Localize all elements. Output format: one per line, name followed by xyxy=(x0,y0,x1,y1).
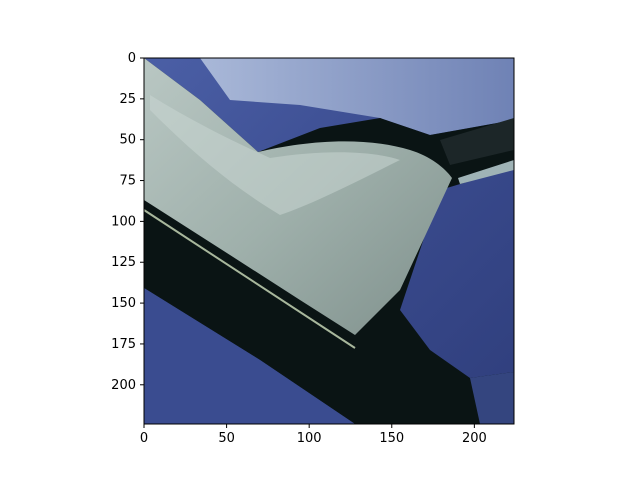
y-tick-label: 25 xyxy=(119,92,136,107)
x-tick-label: 150 xyxy=(379,431,404,446)
y-tick-label: 125 xyxy=(111,255,136,270)
y-tick-label: 75 xyxy=(119,174,136,189)
x-tick-label: 0 xyxy=(140,431,148,446)
edge-highlight-line xyxy=(144,209,356,349)
y-tick-label: 150 xyxy=(111,296,136,311)
x-axis: 0 50 100 150 200 xyxy=(140,424,487,446)
tape-roll-region xyxy=(200,58,514,135)
tape-dispenser-photo xyxy=(144,58,514,424)
y-tick-label: 175 xyxy=(111,337,136,352)
desk-lower-right xyxy=(470,372,514,424)
x-tick-label: 200 xyxy=(462,431,487,446)
x-tick-label: 50 xyxy=(218,431,235,446)
y-axis: 0 25 50 75 100 125 150 175 200 xyxy=(111,51,144,393)
y-tick-label: 200 xyxy=(111,378,136,393)
cutter-blade xyxy=(440,118,514,165)
curve-highlight xyxy=(150,95,400,215)
y-tick-label: 0 xyxy=(128,51,136,66)
y-tick-label: 50 xyxy=(119,133,136,148)
cutter-edge xyxy=(458,160,514,184)
y-tick-label: 100 xyxy=(111,214,136,229)
x-tick-label: 100 xyxy=(297,431,322,446)
desk-lower-left xyxy=(144,288,355,424)
axes-frame xyxy=(143,57,515,425)
